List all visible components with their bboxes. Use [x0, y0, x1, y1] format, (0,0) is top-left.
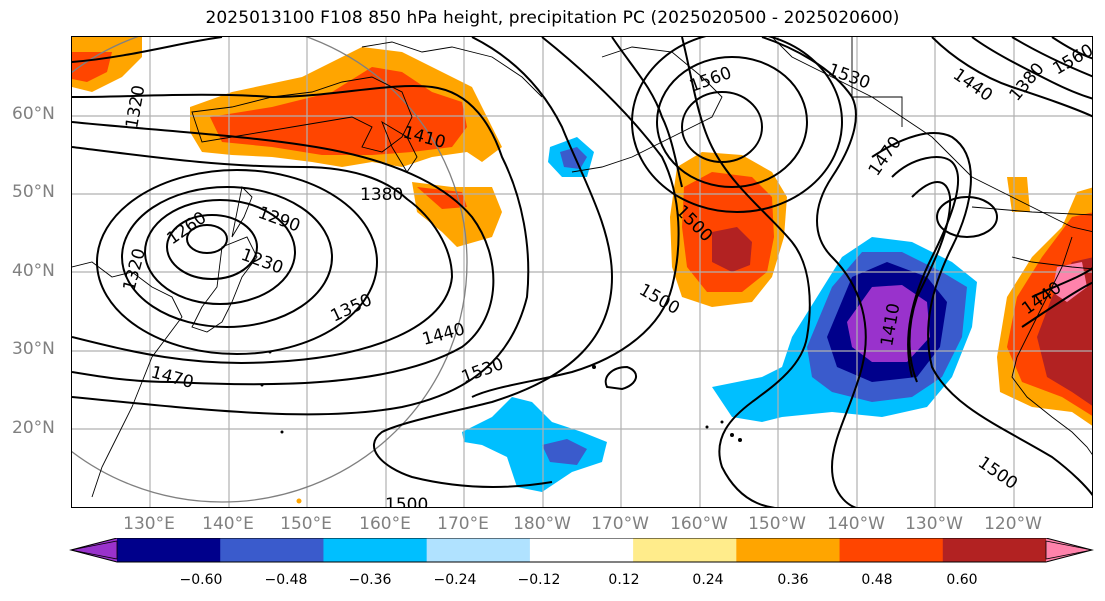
contour-label: 1440 — [949, 65, 996, 106]
colorbar-cells — [71, 538, 1092, 562]
lon-label: 150°W — [748, 514, 806, 534]
contour-label: 1380 — [360, 185, 403, 205]
colorbar-tick-label: −0.12 — [517, 572, 561, 588]
lon-label: 160°E — [359, 514, 411, 534]
range-circle — [72, 37, 468, 503]
shade-red-east-japan — [417, 187, 467, 209]
shade-red-kamchatka — [210, 67, 467, 155]
contour-label: 1530 — [825, 60, 872, 94]
contour-label: 1530 — [459, 354, 506, 388]
shade-darkred-westcoast — [1037, 257, 1092, 406]
colorbar-cell — [633, 538, 737, 562]
lon-label: 170°E — [437, 514, 489, 534]
lon-label: 180°W — [513, 514, 571, 534]
contour-label: 1230 — [238, 245, 285, 279]
contour-label: 1500 — [636, 280, 683, 319]
contour-label: 1440 — [420, 319, 467, 350]
colorbar-cell — [323, 538, 428, 562]
colorbar-tick-label: 0.60 — [946, 572, 978, 588]
lon-label: 130°E — [123, 514, 175, 534]
contour-label: 1470 — [149, 363, 196, 394]
lon-label: 140°E — [202, 514, 254, 534]
lat-label: 30°N — [12, 339, 55, 359]
map-canvas: 1320 1410 1380 1260 1290 1230 1320 1350 … — [72, 37, 1092, 508]
colorbar-cell — [426, 538, 531, 562]
lon-label: 150°E — [280, 514, 332, 534]
shade-blue-hawaii — [542, 439, 587, 465]
colorbar-tick-label: 0.48 — [861, 572, 893, 588]
colorbar-tick-label: −0.36 — [348, 572, 392, 588]
contour-label: 1350 — [328, 290, 376, 326]
lon-label: 120°W — [984, 514, 1042, 534]
lat-label: 50°N — [12, 182, 55, 202]
colorbar-tick-label: 0.12 — [608, 572, 640, 588]
lat-label: 20°N — [12, 418, 55, 438]
contour-label: 1470 — [865, 133, 906, 180]
colorbar-extend-low — [71, 538, 117, 562]
lon-label: 130°W — [905, 514, 963, 534]
height-contours — [72, 37, 1092, 507]
lon-label: 170°W — [591, 514, 649, 534]
colorbar-tick-label: −0.60 — [179, 572, 223, 588]
lon-label: 140°W — [827, 514, 885, 534]
contour-label: 1500 — [385, 495, 428, 508]
lat-label: 40°N — [12, 261, 55, 281]
map-title: 2025013100 F108 850 hPa height, precipit… — [205, 8, 900, 28]
colorbar-tick-label: 0.36 — [777, 572, 809, 588]
precip-shading — [72, 37, 1092, 492]
colorbar-extend-high — [1046, 538, 1092, 562]
colorbar-cell — [736, 538, 841, 562]
contour-label: 1320 — [120, 246, 151, 293]
lat-label: 60°N — [12, 104, 55, 124]
colorbar — [69, 538, 1094, 563]
shade-cyan-hawaii — [462, 397, 607, 492]
colorbar-cell — [220, 538, 324, 562]
contour-label: 1290 — [255, 203, 302, 237]
shade-blue-small — [560, 147, 587, 169]
colorbar-outline — [69, 538, 1094, 563]
lon-label: 160°W — [670, 514, 728, 534]
colorbar-cell — [117, 538, 221, 562]
colorbar-tick-label: −0.48 — [264, 572, 308, 588]
colorbar-cell — [942, 538, 1047, 562]
colorbar-tick-label: 0.24 — [692, 572, 724, 588]
colorbar-cell — [839, 538, 944, 562]
map-panel: 1320 1410 1380 1260 1290 1230 1320 1350 … — [71, 36, 1093, 508]
colorbar-cell — [529, 538, 634, 562]
shade-darkred-central — [712, 227, 752, 272]
colorbar-tick-label: −0.24 — [433, 572, 477, 588]
